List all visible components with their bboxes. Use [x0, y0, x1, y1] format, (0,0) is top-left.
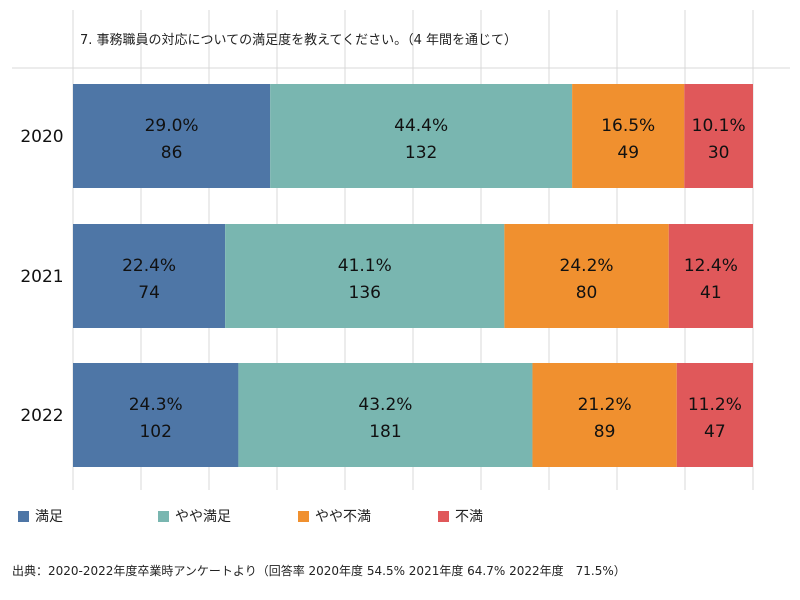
data-label-percent: 21.2% [578, 395, 632, 415]
bar-segment [676, 363, 753, 467]
data-label-count: 89 [594, 422, 616, 442]
data-label-count: 80 [576, 283, 598, 303]
data-label-percent: 24.3% [129, 395, 183, 415]
chart-title: 7. 事務職員の対応についての満足度を教えてください。（4 年間を通じて） [80, 33, 518, 48]
category-label: 2020 [20, 127, 63, 147]
data-label-count: 49 [617, 143, 639, 163]
data-label-percent: 44.4% [394, 116, 448, 136]
legend-swatch-somewhat-dissatisfied [298, 510, 309, 522]
legend-label-dissatisfied: 不満 [455, 509, 483, 525]
bar-segment [73, 363, 239, 467]
data-label-percent: 12.4% [684, 256, 738, 276]
legend-item-somewhat-satisfied: やや満足 [158, 506, 231, 526]
legend-label-somewhat-dissatisfied: やや不満 [315, 509, 371, 525]
legend-item-somewhat-dissatisfied: やや不満 [298, 506, 371, 526]
data-label-count: 47 [704, 422, 726, 442]
bar-segment [532, 363, 677, 467]
legend-label-satisfied: 満足 [35, 509, 63, 525]
category-labels: 2020 2021 2022 [20, 127, 63, 426]
data-label-percent: 29.0% [145, 116, 199, 136]
data-label-percent: 10.1% [692, 116, 746, 136]
bar-segment [684, 84, 753, 188]
source-note: 出典：2020-2022年度卒業時アンケートより（回答率 2020年度 54.5… [12, 564, 626, 578]
bar-segment [225, 224, 505, 328]
legend-label-somewhat-satisfied: やや満足 [175, 509, 231, 525]
data-label-percent: 22.4% [122, 256, 176, 276]
category-label: 2022 [20, 406, 63, 426]
legend-item-satisfied: 満足 [18, 506, 63, 526]
bar-segment [572, 84, 685, 188]
data-label-count: 30 [708, 143, 730, 163]
data-label-percent: 16.5% [601, 116, 655, 136]
data-label-count: 136 [349, 283, 381, 303]
legend-swatch-dissatisfied [438, 510, 449, 522]
data-label-percent: 41.1% [338, 256, 392, 276]
bar-segment [668, 224, 753, 328]
bar-segment [73, 224, 226, 328]
legend-item-dissatisfied: 不満 [438, 506, 483, 526]
data-label-count: 132 [405, 143, 437, 163]
legend-swatch-somewhat-satisfied [158, 510, 169, 522]
data-label-count: 181 [369, 422, 401, 442]
bar-segment [504, 224, 669, 328]
bar-segment [238, 363, 533, 467]
data-label-count: 41 [700, 283, 722, 303]
data-label-percent: 11.2% [688, 395, 742, 415]
legend-swatch-satisfied [18, 510, 29, 522]
bar-segment [73, 84, 271, 188]
data-label-count: 102 [139, 422, 171, 442]
data-label-count: 86 [161, 143, 183, 163]
data-label-percent: 24.2% [560, 256, 614, 276]
data-label-percent: 43.2% [358, 395, 412, 415]
category-label: 2021 [20, 267, 63, 287]
data-label-count: 74 [138, 283, 160, 303]
bar-segment [270, 84, 573, 188]
chart-bars: 29.0% 86 44.4% 132 16.5% 49 10.1% 30 22.4% 74 41.1… [73, 84, 753, 467]
